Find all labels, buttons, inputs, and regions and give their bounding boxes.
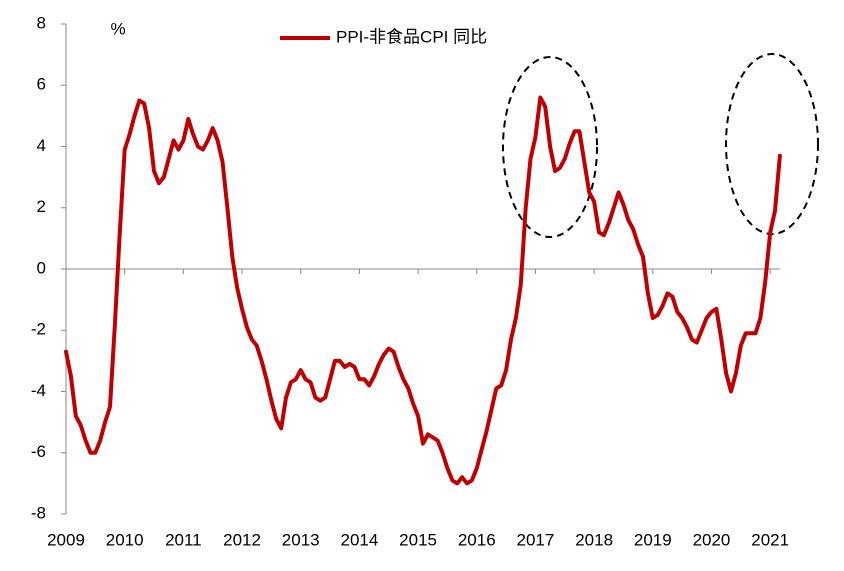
x-tick-label: 2020 xyxy=(693,530,731,549)
x-tick-label: 2012 xyxy=(223,530,261,549)
y-tick-label: 4 xyxy=(37,136,46,155)
y-tick-label: 2 xyxy=(37,197,46,216)
y-tick-label: -8 xyxy=(31,503,46,522)
series-line xyxy=(64,95,782,486)
x-tick-label: 2019 xyxy=(634,530,672,549)
x-tick-label: 2015 xyxy=(399,530,437,549)
x-tick-label: 2018 xyxy=(575,530,613,549)
y-tick-label: -4 xyxy=(31,381,46,400)
y-tick-label: 8 xyxy=(37,13,46,32)
y-tick-label: -6 xyxy=(31,442,46,461)
x-tick-label: 2016 xyxy=(458,530,496,549)
x-tick-label: 2011 xyxy=(165,530,202,549)
y-tick-label: 6 xyxy=(37,75,46,94)
x-tick-label: 2010 xyxy=(106,530,144,549)
y-tick-label: 0 xyxy=(37,258,46,277)
x-tick-label: 2014 xyxy=(340,530,378,549)
highlight-ellipse xyxy=(725,53,819,235)
highlight-ellipse xyxy=(502,56,598,238)
y-tick-label: -2 xyxy=(31,320,46,339)
x-tick-label: 2021 xyxy=(751,530,789,549)
x-tick-label: 2013 xyxy=(282,530,320,549)
legend-label: PPI-非食品CPI 同比 xyxy=(336,27,487,46)
x-tick-label: 2009 xyxy=(47,530,85,549)
x-tick-label: 2017 xyxy=(517,530,555,549)
y-unit: % xyxy=(110,19,125,38)
